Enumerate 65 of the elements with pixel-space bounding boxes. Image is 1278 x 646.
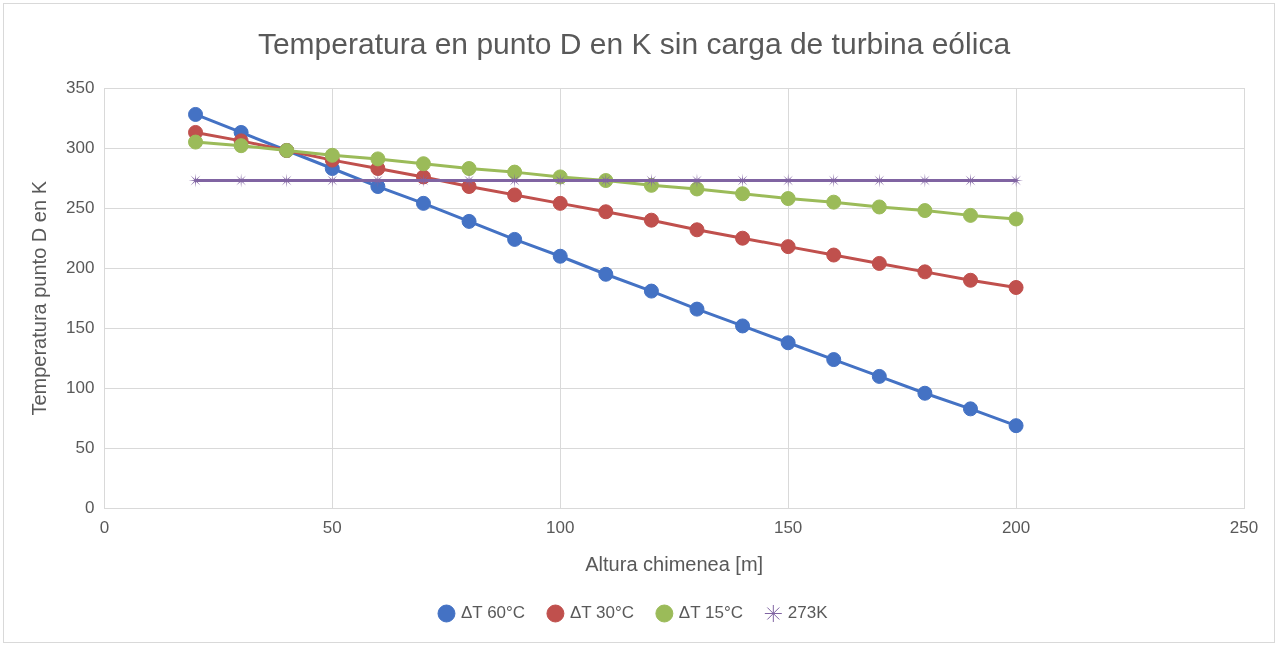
legend-label: 273K	[787, 603, 829, 623]
point	[1008, 211, 1024, 227]
point	[324, 147, 340, 163]
legend-label: ΔT 60°C	[460, 603, 526, 623]
point	[917, 385, 933, 401]
point	[1008, 418, 1024, 434]
point	[370, 151, 386, 167]
point	[552, 248, 568, 264]
point	[917, 203, 933, 219]
point	[689, 181, 705, 197]
x-tick-label: 100	[546, 518, 575, 538]
y-tick-label: 100	[65, 378, 95, 398]
point	[689, 301, 705, 317]
point	[233, 138, 249, 154]
point	[188, 134, 204, 150]
point	[1008, 279, 1024, 295]
point	[962, 207, 978, 223]
point	[871, 368, 887, 384]
point	[415, 156, 431, 172]
point	[826, 247, 842, 263]
x-tick-label: 0	[99, 518, 110, 538]
y-tick-label: 250	[65, 197, 95, 217]
point	[689, 222, 705, 238]
point	[507, 231, 523, 247]
point	[917, 264, 933, 280]
y-tick-label: 200	[65, 257, 95, 277]
point	[643, 212, 659, 228]
point	[735, 230, 751, 246]
point	[598, 204, 614, 220]
y-tick-label: 0	[84, 498, 95, 518]
point	[643, 283, 659, 299]
point	[962, 272, 978, 288]
point	[962, 401, 978, 417]
point	[735, 186, 751, 202]
y-tick-label: 300	[65, 137, 95, 157]
legend-label: ΔT 15°C	[678, 603, 744, 623]
point	[871, 255, 887, 271]
x-tick-label: 200	[1001, 518, 1031, 538]
point	[507, 164, 523, 180]
point	[461, 161, 477, 177]
point	[735, 318, 751, 334]
x-tick-label: 150	[773, 518, 803, 538]
y-tick-label: 350	[65, 77, 95, 97]
y-tick-label: 150	[65, 318, 95, 338]
point	[188, 173, 203, 188]
y-tick-label: 50	[75, 438, 95, 458]
point	[415, 195, 431, 211]
x-tick-label: 250	[1229, 518, 1259, 538]
chart-title: Temperatura en punto D en K sin carga de turbina eólica	[257, 27, 1011, 61]
point	[780, 191, 796, 207]
point	[507, 187, 523, 203]
point	[963, 173, 978, 188]
point	[461, 213, 477, 229]
point	[826, 352, 842, 368]
point	[871, 199, 887, 215]
point	[826, 194, 842, 210]
point	[598, 266, 614, 282]
x-axis-title: Altura chimenea [m]	[585, 552, 764, 575]
point	[780, 335, 796, 351]
point	[552, 195, 568, 211]
point	[188, 106, 204, 122]
y-axis-title: Temperatura punto D en K	[27, 180, 50, 416]
point	[780, 239, 796, 255]
legend-label: ΔT 30°C	[569, 603, 635, 623]
x-tick-label: 50	[322, 518, 342, 538]
